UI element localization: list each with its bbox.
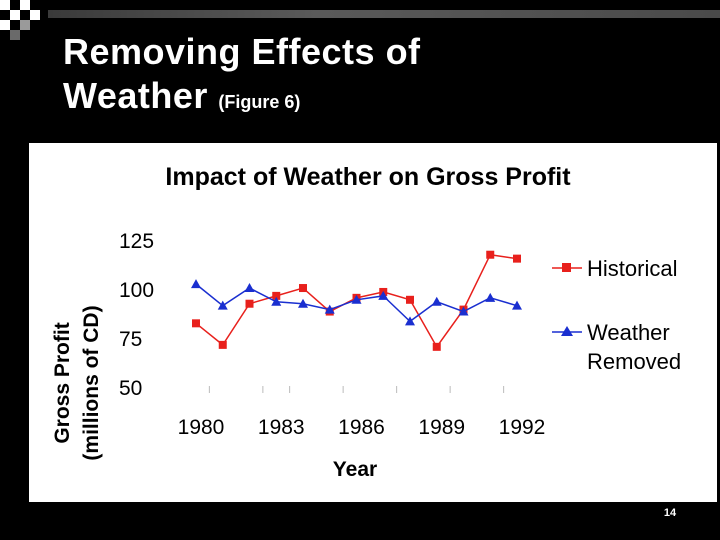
y-tick-label: 50 bbox=[119, 377, 142, 400]
x-tick-label: 1983 bbox=[258, 416, 305, 439]
slide-title: Removing Effects of Weather (Figure 6) bbox=[63, 30, 683, 124]
title-figure-ref: (Figure 6) bbox=[218, 92, 301, 112]
data-point bbox=[271, 296, 282, 306]
data-point bbox=[513, 254, 521, 263]
data-point bbox=[191, 279, 201, 289]
x-tick-marks bbox=[208, 386, 505, 393]
x-tick-labels: 1980 1983 1986 1989 1992 bbox=[178, 416, 546, 439]
data-point bbox=[431, 296, 442, 306]
legend-weather-removed-label-line-1: Weather bbox=[587, 320, 670, 345]
data-point bbox=[458, 306, 469, 316]
x-tick-label: 1986 bbox=[338, 416, 385, 439]
y-axis-label-line-1: Gross Profit bbox=[51, 322, 74, 443]
legend-weather-removed-label-line-2: Removed bbox=[587, 349, 681, 374]
data-point bbox=[486, 250, 495, 259]
title-line-2: Weather (Figure 6) bbox=[63, 74, 683, 124]
data-point bbox=[217, 300, 228, 310]
page-number: 14 bbox=[663, 507, 677, 519]
corner-decoration bbox=[0, 0, 40, 40]
legend-historical-marker bbox=[562, 263, 571, 272]
data-point bbox=[192, 319, 200, 328]
y-tick-label: 100 bbox=[119, 279, 154, 302]
y-tick-label: 125 bbox=[119, 230, 154, 253]
series-weather-removed bbox=[191, 279, 522, 326]
x-tick-label: 1992 bbox=[499, 416, 546, 439]
chart-title: Impact of Weather on Gross Profit bbox=[165, 163, 571, 191]
data-point bbox=[299, 284, 307, 293]
data-point bbox=[245, 299, 254, 308]
legend: Historical Weather Removed bbox=[552, 256, 681, 374]
data-point bbox=[378, 290, 389, 300]
data-point bbox=[298, 298, 308, 308]
data-point bbox=[244, 283, 255, 293]
data-point bbox=[432, 342, 441, 351]
data-point bbox=[351, 294, 362, 304]
data-point bbox=[218, 340, 227, 349]
x-tick-label: 1989 bbox=[418, 416, 465, 439]
chart-panel: Impact of Weather on Gross Profit Gross … bbox=[29, 143, 717, 502]
line-chart: Impact of Weather on Gross Profit Gross … bbox=[51, 163, 681, 481]
data-point bbox=[272, 291, 281, 300]
top-bar bbox=[48, 10, 720, 18]
data-point bbox=[324, 304, 335, 314]
data-point bbox=[405, 316, 415, 326]
title-word: Weather bbox=[63, 75, 208, 116]
series-layer bbox=[191, 250, 522, 351]
legend-weather-removed-marker bbox=[561, 326, 573, 336]
data-point bbox=[512, 300, 522, 310]
legend-historical-label: Historical bbox=[587, 256, 677, 281]
x-tick-label: 1980 bbox=[178, 416, 225, 439]
y-tick-label: 75 bbox=[119, 328, 142, 351]
data-point bbox=[406, 295, 414, 304]
y-tick-labels: 125 100 75 50 bbox=[119, 230, 154, 400]
title-line-1: Removing Effects of bbox=[63, 31, 421, 72]
data-point bbox=[485, 292, 496, 302]
x-axis-label: Year bbox=[333, 458, 377, 481]
y-axis-label-line-2: (millions of CD) bbox=[80, 305, 103, 460]
